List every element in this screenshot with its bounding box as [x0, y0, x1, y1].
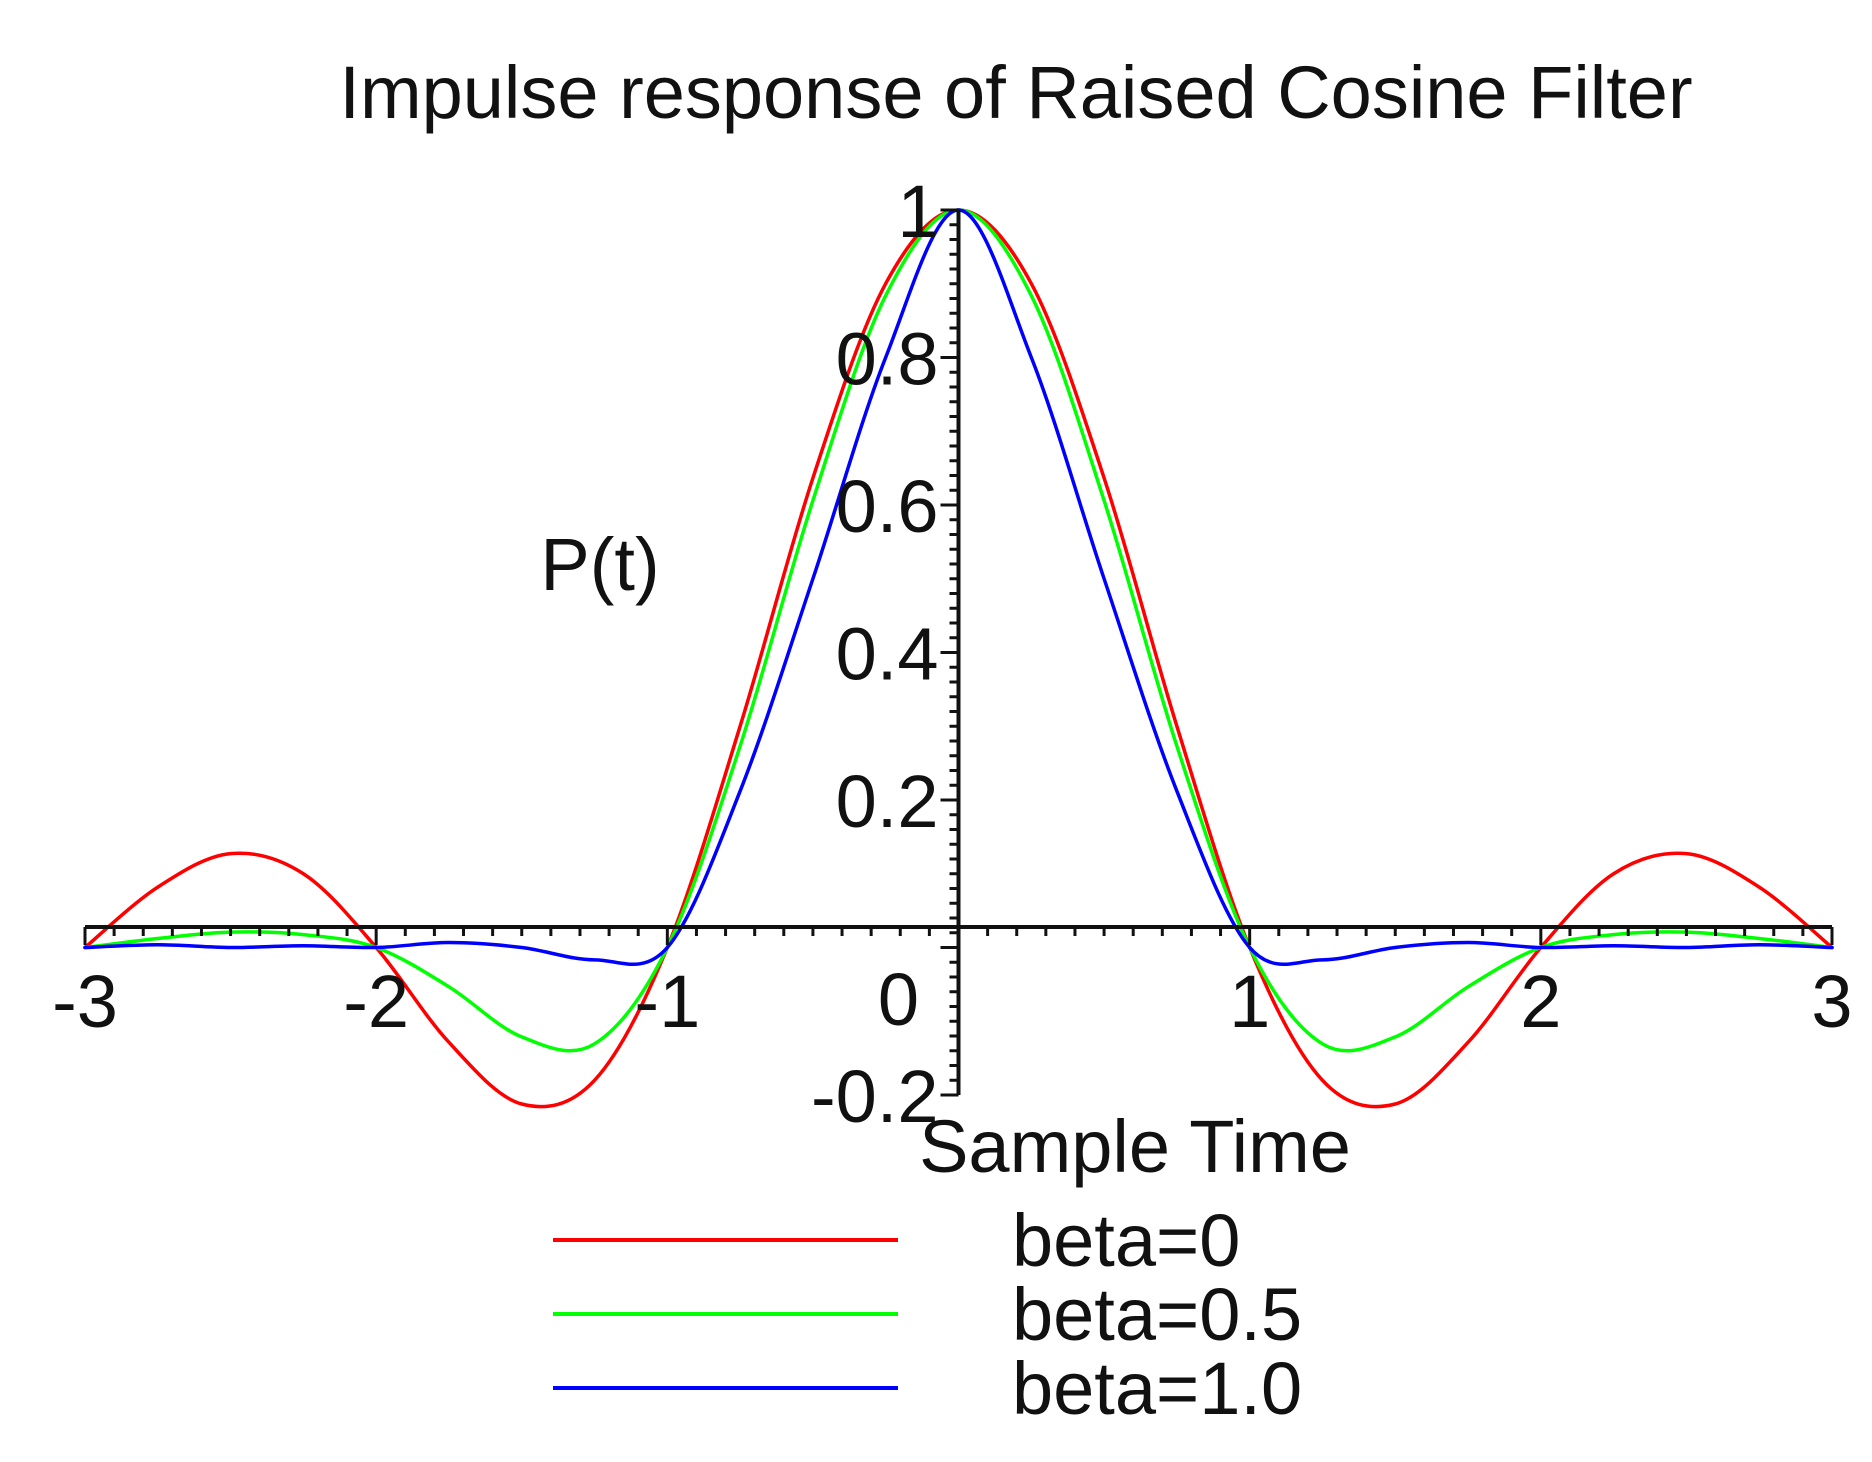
y-tick-label: 1 [897, 170, 938, 253]
x-tick-label: 3 [1811, 960, 1852, 1043]
y-tick-label: 0.6 [836, 465, 939, 548]
y-tick-label: 0.2 [836, 760, 939, 843]
y-tick-label: -0.2 [811, 1055, 939, 1138]
y-tick-label: 0.4 [836, 613, 939, 696]
y-tick-label: 0.8 [836, 318, 939, 401]
axis-ticks [83, 208, 1834, 1097]
tick-labels: -3 -2 -1 1 2 3 -0.2 0.2 0.4 0.6 0.8 1 [52, 170, 1852, 1138]
y-axis-label: P(t) [540, 523, 659, 606]
origin-label: 0 [878, 958, 919, 1041]
legend-label: beta=0 [1012, 1199, 1240, 1282]
chart-title: Impulse response of Raised Cosine Filter [339, 51, 1692, 134]
legend-label: beta=0.5 [1012, 1273, 1302, 1356]
x-tick-label: -2 [343, 960, 409, 1043]
x-tick-label: -1 [634, 960, 700, 1043]
legend-label: beta=1.0 [1012, 1347, 1302, 1430]
x-tick-label: 1 [1229, 960, 1270, 1043]
x-tick-label: -3 [52, 960, 118, 1043]
x-tick-label: 2 [1520, 960, 1561, 1043]
x-axis-label: Sample Time [919, 1105, 1351, 1188]
